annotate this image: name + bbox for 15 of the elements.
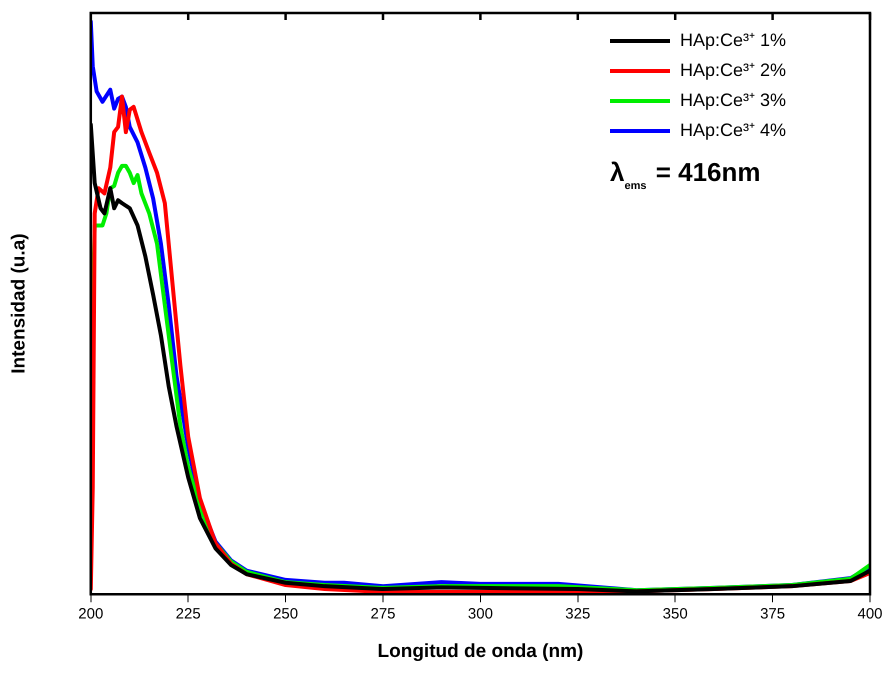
x-tick-label: 200 xyxy=(78,605,104,622)
legend-label: HAp:Ce³⁺ 4% xyxy=(680,120,786,140)
y-axis-title: Intensidad (u.a) xyxy=(8,233,30,374)
x-tick-label: 275 xyxy=(370,605,396,622)
x-tick-label: 375 xyxy=(760,605,786,622)
x-tick-label: 400 xyxy=(857,605,883,622)
legend-label: HAp:Ce³⁺ 1% xyxy=(680,30,786,50)
legend-label: HAp:Ce³⁺ 2% xyxy=(680,60,786,80)
x-tick-label: 225 xyxy=(176,605,201,622)
legend-label: HAp:Ce³⁺ 3% xyxy=(680,90,786,110)
x-tick-label: 300 xyxy=(468,605,493,622)
x-tick-label: 250 xyxy=(273,605,298,622)
x-axis-title: Longitud de onda (nm) xyxy=(378,640,584,662)
x-tick-label: 325 xyxy=(565,605,590,622)
x-tick-label: 350 xyxy=(662,605,688,622)
